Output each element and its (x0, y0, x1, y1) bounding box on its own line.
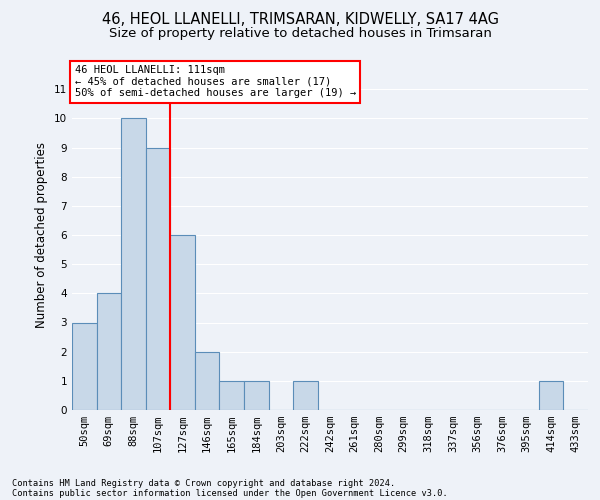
Bar (97, 294, 121, 410)
Bar (220, 381, 244, 410)
Y-axis label: Number of detached properties: Number of detached properties (35, 142, 49, 328)
Text: Contains HM Land Registry data © Crown copyright and database right 2024.: Contains HM Land Registry data © Crown c… (12, 478, 395, 488)
Bar (72, 322, 97, 410)
Text: Size of property relative to detached houses in Trimsaran: Size of property relative to detached ho… (109, 28, 491, 40)
Bar (170, 235, 195, 410)
Bar (293, 381, 318, 410)
Text: Contains public sector information licensed under the Open Government Licence v3: Contains public sector information licen… (12, 488, 448, 498)
Text: 46 HEOL LLANELLI: 111sqm
← 45% of detached houses are smaller (17)
50% of semi-d: 46 HEOL LLANELLI: 111sqm ← 45% of detach… (74, 66, 356, 98)
Bar (539, 381, 563, 410)
Bar (244, 381, 269, 410)
Text: 46, HEOL LLANELLI, TRIMSARAN, KIDWELLY, SA17 4AG: 46, HEOL LLANELLI, TRIMSARAN, KIDWELLY, … (101, 12, 499, 28)
Bar (195, 352, 220, 410)
Bar (121, 118, 146, 410)
Bar (146, 148, 170, 410)
